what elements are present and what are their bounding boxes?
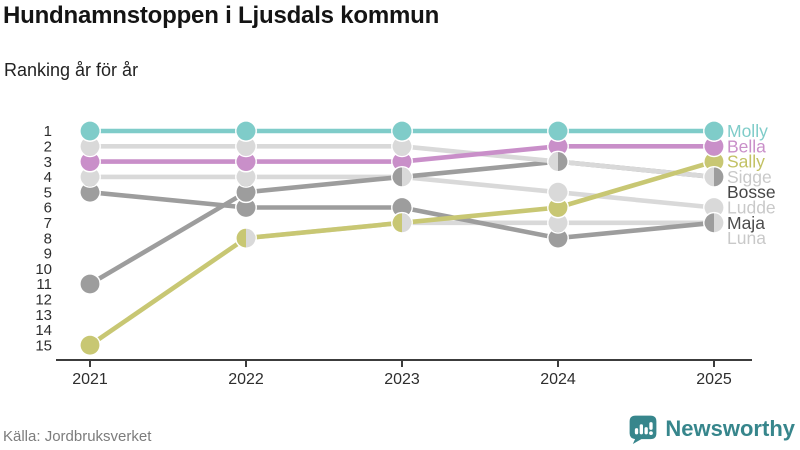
legend-label-ludde: Ludde [727,198,776,218]
dot-maja-2024 [548,228,568,248]
dot-ring [547,120,569,142]
dot-ring [235,227,257,250]
bump-chart: 2021 2022 2023 2024 2025 1 2 3 4 5 6 7 8 9 10 11 12 13 14 1… [0,105,800,405]
newsworthy-logo: Newsworthy [628,414,795,444]
dot-ring [79,273,101,295]
y-tick-label-12: 12 [35,292,52,309]
dot-ludde-2024 [548,182,568,202]
legend-label-maja: Maja [727,213,765,233]
legend-label-sally: Sally [727,152,765,172]
legend-label-bosse: Bosse [727,182,776,202]
y-tick-label-4: 4 [44,169,52,186]
dot-ring [391,120,413,142]
dot-tie-left-sigge-2025 [704,167,714,187]
dot-bosse-2022 [236,182,256,202]
x-tick-label-2022: 2022 [228,371,264,388]
y-tick-label-9: 9 [44,246,52,263]
y-tick-label-6: 6 [44,200,52,217]
dot-molly-2021 [80,121,100,141]
dot-tie-right-luna-2025 [714,213,724,233]
dot-tie-left-maja-2025 [704,213,714,233]
series-line-sally [88,159,715,348]
dot-bella-2022 [236,152,256,171]
y-tick-label-1: 1 [44,123,52,140]
dot-sally-2024 [548,198,568,217]
dot-maja-2021 [80,182,100,202]
dot-maja-2022 [236,198,256,217]
dot-sally-2021 [80,335,100,355]
y-tick-label-15: 15 [35,337,52,354]
source-note: Källa: Jordbruksverket [3,428,152,445]
dot-sigge-2021 [80,136,100,156]
dot-maja-2023 [392,198,412,217]
dot-molly-2022 [236,121,256,141]
dot-tie-right-luna-2022 [246,228,256,248]
y-tick-label-11: 11 [36,276,52,293]
dot-bosse-2021 [80,274,100,294]
dot-tie-right-bosse-2025 [714,167,724,187]
dot-ludde-2021 [80,167,100,187]
dot-sally-2025 [704,152,724,171]
y-tick-label-3: 3 [44,154,52,171]
dot-molly-2024 [548,121,568,141]
dot-ring [547,150,569,173]
legend-label-sigge: Sigge [727,167,772,187]
y-tick-label-14: 14 [35,322,52,339]
y-tick-label-10: 10 [35,261,52,278]
dot-molly-2023 [392,121,412,141]
newsworthy-wordmark: Newsworthy [665,416,795,441]
newsworthy-icon [630,415,657,444]
dot-tie-left-sigge-2024 [548,152,558,171]
dot-bella-2021 [80,152,100,171]
dot-ring [391,211,413,234]
legend-label-luna: Luna [727,228,766,248]
dot-ring [547,181,569,204]
chart-title: Hundnamnstoppen i Ljusdals kommun [3,2,440,29]
dot-ring [703,120,725,142]
dot-ludde-2022 [236,167,256,187]
dot-ring [79,334,101,357]
dot-ring [235,120,257,142]
legend-label-molly: Molly [727,121,768,141]
x-tick-label-2024: 2024 [540,371,576,388]
dot-molly-2025 [704,121,724,141]
dot-ring [391,165,413,188]
x-tick-label-2023: 2023 [384,371,420,388]
dot-tie-right-ludde-2023 [402,167,412,187]
dot-sigge-2023 [392,136,412,156]
x-tick-label-2025: 2025 [696,371,732,388]
y-tick-label-2: 2 [44,139,52,156]
dot-tie-left-sally-2023 [392,213,402,233]
dot-bella-2023 [392,152,412,171]
legend-label-bella: Bella [727,136,766,156]
dot-ring [703,211,725,234]
dot-bella-2025 [704,136,724,156]
y-tick-label-7: 7 [44,215,52,232]
bump-chart-canvas: 2021 2022 2023 2024 202512345678910111213141… [35,120,776,388]
dot-ludde-2025 [704,198,724,217]
dot-sigge-2022 [236,136,256,156]
dot-ring [703,165,725,188]
x-tick-label-2021: 2021 [72,371,108,388]
chart-subtitle: Ranking år för år [4,60,139,80]
dot-tie-left-sally-2022 [236,228,246,248]
y-tick-label-5: 5 [44,184,52,201]
dot-luna-2024 [548,213,568,233]
y-tick-label-8: 8 [44,230,52,247]
dot-tie-right-luna-2023 [402,213,412,233]
dot-tie-right-bosse-2024 [558,152,568,171]
dot-ring [79,120,101,142]
dot-tie-left-bosse-2023 [392,167,402,187]
y-tick-label-13: 13 [35,307,52,324]
dot-bella-2024 [548,136,568,156]
